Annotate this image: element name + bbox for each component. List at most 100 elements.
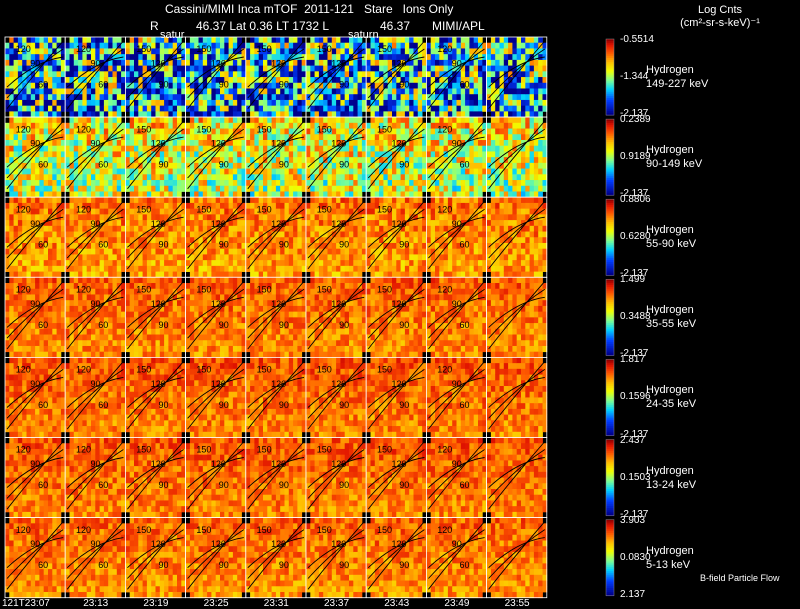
heatmap-cell bbox=[13, 242, 19, 250]
heatmap-cell bbox=[138, 254, 143, 261]
contour-label: 150 bbox=[377, 124, 392, 134]
heatmap-cell bbox=[478, 88, 483, 95]
heatmap-cell bbox=[288, 134, 294, 141]
heatmap-cell bbox=[314, 82, 320, 89]
contour-line bbox=[6, 128, 64, 179]
heatmap-cell bbox=[138, 271, 143, 278]
heatmap-cell bbox=[284, 197, 290, 204]
heatmap-cell bbox=[215, 139, 221, 147]
heatmap-cell bbox=[478, 77, 483, 84]
heatmap-cell bbox=[159, 99, 165, 107]
heatmap-cell bbox=[284, 54, 290, 61]
heatmap-cell bbox=[194, 180, 199, 187]
heatmap-cell bbox=[17, 128, 23, 135]
heatmap-cell bbox=[245, 202, 251, 210]
heatmap-cell bbox=[327, 231, 333, 238]
heatmap-cell bbox=[422, 180, 427, 187]
heatmap-cell bbox=[284, 248, 290, 255]
heatmap-cell bbox=[202, 254, 208, 261]
colorbar-step bbox=[606, 183, 614, 187]
heatmap-cell bbox=[533, 145, 539, 152]
heatmap-cell bbox=[146, 94, 152, 101]
heatmap-cell bbox=[220, 99, 225, 107]
heatmap-cell bbox=[357, 174, 363, 181]
heatmap-cell bbox=[490, 59, 496, 67]
heatmap-cell bbox=[17, 117, 23, 124]
heatmap-cell bbox=[383, 48, 389, 55]
heatmap-cell bbox=[383, 88, 389, 95]
heatmap-cell bbox=[413, 42, 419, 49]
heatmap-cell bbox=[392, 54, 397, 61]
heatmap-cell bbox=[108, 174, 113, 181]
heatmap-cell bbox=[159, 237, 165, 244]
heatmap-cell bbox=[482, 88, 487, 95]
heatmap-cell bbox=[220, 151, 225, 158]
heatmap-cell bbox=[250, 231, 255, 238]
heatmap-cell bbox=[404, 77, 410, 84]
heatmap-cell bbox=[172, 139, 178, 147]
heatmap-cell bbox=[400, 191, 406, 198]
heatmap-cell bbox=[194, 82, 199, 89]
heatmap-cell bbox=[99, 42, 105, 49]
heatmap-cell bbox=[318, 214, 324, 221]
heatmap-cell bbox=[456, 99, 462, 107]
heatmap-cell bbox=[138, 105, 143, 112]
heatmap-cell bbox=[512, 111, 518, 118]
heatmap-cell bbox=[82, 54, 88, 61]
heatmap-cell bbox=[280, 77, 285, 84]
heatmap-cell bbox=[30, 214, 36, 221]
heatmap-cell bbox=[495, 157, 500, 164]
heatmap-cell bbox=[409, 65, 414, 72]
heatmap-cell bbox=[293, 37, 298, 44]
heatmap-cell bbox=[396, 105, 401, 112]
heatmap-cell bbox=[430, 71, 436, 78]
heatmap-cell bbox=[232, 59, 238, 67]
heatmap-cell bbox=[172, 88, 178, 95]
heatmap-cell bbox=[138, 185, 143, 192]
heatmap-cell bbox=[508, 65, 513, 72]
contour-label: 90 bbox=[219, 160, 229, 170]
heatmap-cell bbox=[508, 77, 513, 84]
heatmap-cell bbox=[181, 71, 186, 78]
heatmap-cell bbox=[112, 65, 118, 72]
heatmap-cell bbox=[207, 145, 212, 152]
heatmap-cell bbox=[22, 48, 27, 55]
heatmap-cell bbox=[82, 42, 88, 49]
heatmap-cell bbox=[379, 42, 384, 49]
heatmap-cell bbox=[336, 111, 341, 118]
heatmap-cell bbox=[17, 225, 23, 232]
contour-line bbox=[127, 48, 184, 99]
heatmap-cell bbox=[460, 117, 466, 124]
heatmap-cell bbox=[473, 65, 479, 72]
heatmap-cell bbox=[306, 42, 311, 49]
heatmap-cell bbox=[65, 242, 70, 250]
contour-label: 120 bbox=[76, 124, 91, 134]
heatmap-cell bbox=[392, 208, 397, 215]
heatmap-cell bbox=[361, 94, 367, 101]
contour-line bbox=[428, 120, 485, 190]
heatmap-cell bbox=[250, 111, 255, 118]
heatmap-cell bbox=[224, 59, 229, 67]
heatmap-cell bbox=[78, 208, 83, 215]
colorbar-step bbox=[606, 103, 614, 107]
heatmap-cell bbox=[370, 162, 376, 169]
heatmap-cell bbox=[202, 168, 208, 175]
heatmap-cell bbox=[138, 197, 143, 204]
heatmap-cell bbox=[185, 71, 191, 78]
heatmap-cell bbox=[13, 134, 19, 141]
heatmap-cell bbox=[469, 48, 475, 55]
heatmap-cell bbox=[533, 185, 539, 192]
heatmap-cell bbox=[413, 180, 419, 187]
heatmap-cell bbox=[288, 242, 294, 250]
heatmap-cell bbox=[392, 59, 397, 67]
colorbar-step bbox=[606, 130, 614, 133]
heatmap-cell bbox=[512, 168, 518, 175]
heatmap-cell bbox=[125, 237, 131, 244]
colorbar-step bbox=[606, 67, 614, 70]
heatmap-cell bbox=[207, 59, 212, 67]
heatmap-cell bbox=[392, 139, 397, 147]
contour-label: 60 bbox=[38, 160, 48, 170]
heatmap-cell bbox=[48, 128, 53, 135]
heatmap-cell bbox=[396, 128, 401, 135]
heatmap-cell bbox=[508, 139, 513, 147]
